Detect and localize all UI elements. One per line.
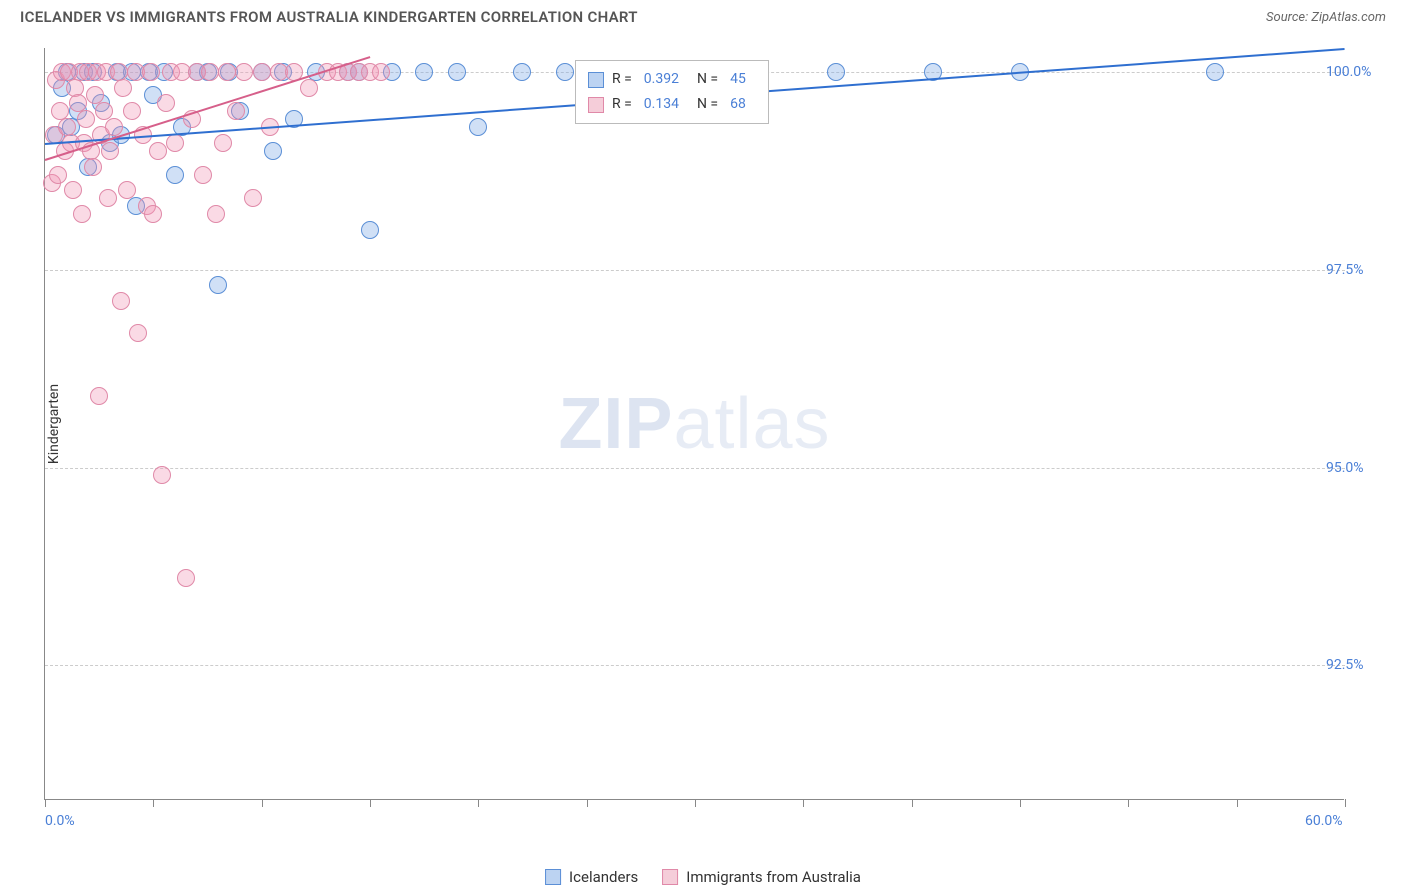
data-point [95,102,113,120]
watermark-zip: ZIP [558,384,673,464]
data-point [361,221,379,239]
data-point [372,63,390,81]
legend-swatch [588,97,604,113]
data-point [101,142,119,160]
stat-r-label: R = [612,92,632,117]
data-point [105,118,123,136]
data-point [49,166,67,184]
data-point [144,205,162,223]
data-point [129,324,147,342]
x-tick [587,799,588,807]
y-tick-label: 95.0% [1326,460,1386,476]
data-point [448,63,466,81]
x-tick [803,799,804,807]
data-point [177,569,195,587]
data-point [114,79,132,97]
y-tick-label: 97.5% [1326,262,1386,278]
data-point [244,189,262,207]
source-label: Source: ZipAtlas.com [1266,10,1386,25]
x-tick [1020,799,1021,807]
data-point [123,102,141,120]
gridline-h [45,665,1345,666]
data-point [149,142,167,160]
stats-legend-row: R = 0.392 N = 45 [588,67,756,92]
data-point [84,158,102,176]
watermark-atlas: atlas [673,384,830,464]
data-point [264,142,282,160]
x-tick [45,799,46,807]
y-tick-label: 100.0% [1326,64,1386,80]
data-point [153,466,171,484]
data-point [1206,63,1224,81]
x-axis-label: 60.0% [1305,813,1343,829]
stat-n-label: N = [697,92,718,117]
data-point [77,110,95,128]
y-tick-label: 92.5% [1326,657,1386,673]
stat-n-label: N = [697,67,718,92]
stat-n-value: 45 [730,67,746,92]
data-point [214,134,232,152]
gridline-h [45,468,1345,469]
data-point [469,118,487,136]
header-row: ICELANDER VS IMMIGRANTS FROM AUSTRALIA K… [0,0,1406,30]
data-point [235,63,253,81]
data-point [300,79,318,97]
stats-legend-row: R = 0.134 N = 68 [588,92,756,117]
data-point [827,63,845,81]
stats-legend: R = 0.392 N = 45 R = 0.134 N = 68 [575,60,769,124]
data-point [166,134,184,152]
data-point [90,387,108,405]
data-point [209,276,227,294]
data-point [99,189,117,207]
watermark: ZIPatlas [558,383,830,465]
stat-r-value: 0.134 [644,92,679,117]
x-tick [1128,799,1129,807]
data-point [73,205,91,223]
data-point [112,292,130,310]
data-point [166,166,184,184]
plot-area: ZIPatlas 100.0%97.5%95.0%92.5%0.0%60.0%R… [44,48,1344,800]
data-point [157,94,175,112]
legend-swatch [662,869,678,885]
x-tick [153,799,154,807]
data-point [556,63,574,81]
stat-r-label: R = [612,67,632,92]
data-point [118,181,136,199]
x-tick [478,799,479,807]
legend-item: Immigrants from Australia [662,868,861,886]
x-tick [262,799,263,807]
legend-label: Immigrants from Australia [686,868,861,886]
chart-container: Kindergarten ZIPatlas 100.0%97.5%95.0%92… [44,48,1386,800]
stat-n-value: 68 [730,92,746,117]
data-point [218,63,236,81]
data-point [513,63,531,81]
x-tick [1237,799,1238,807]
data-point [253,63,271,81]
data-point [142,63,160,81]
stat-r-value: 0.392 [644,67,679,92]
data-point [201,63,219,81]
gridline-h [45,270,1345,271]
legend-swatch [588,72,604,88]
legend-swatch [545,869,561,885]
legend-label: Icelanders [569,868,638,886]
x-tick [695,799,696,807]
x-tick [912,799,913,807]
data-point [227,102,245,120]
chart-title: ICELANDER VS IMMIGRANTS FROM AUSTRALIA K… [20,8,638,26]
data-point [415,63,433,81]
bottom-legend: Icelanders Immigrants from Australia [545,868,861,886]
data-point [64,181,82,199]
legend-item: Icelanders [545,868,638,886]
x-tick [370,799,371,807]
data-point [207,205,225,223]
x-tick [1345,799,1346,807]
x-axis-label: 0.0% [45,813,75,829]
data-point [194,166,212,184]
